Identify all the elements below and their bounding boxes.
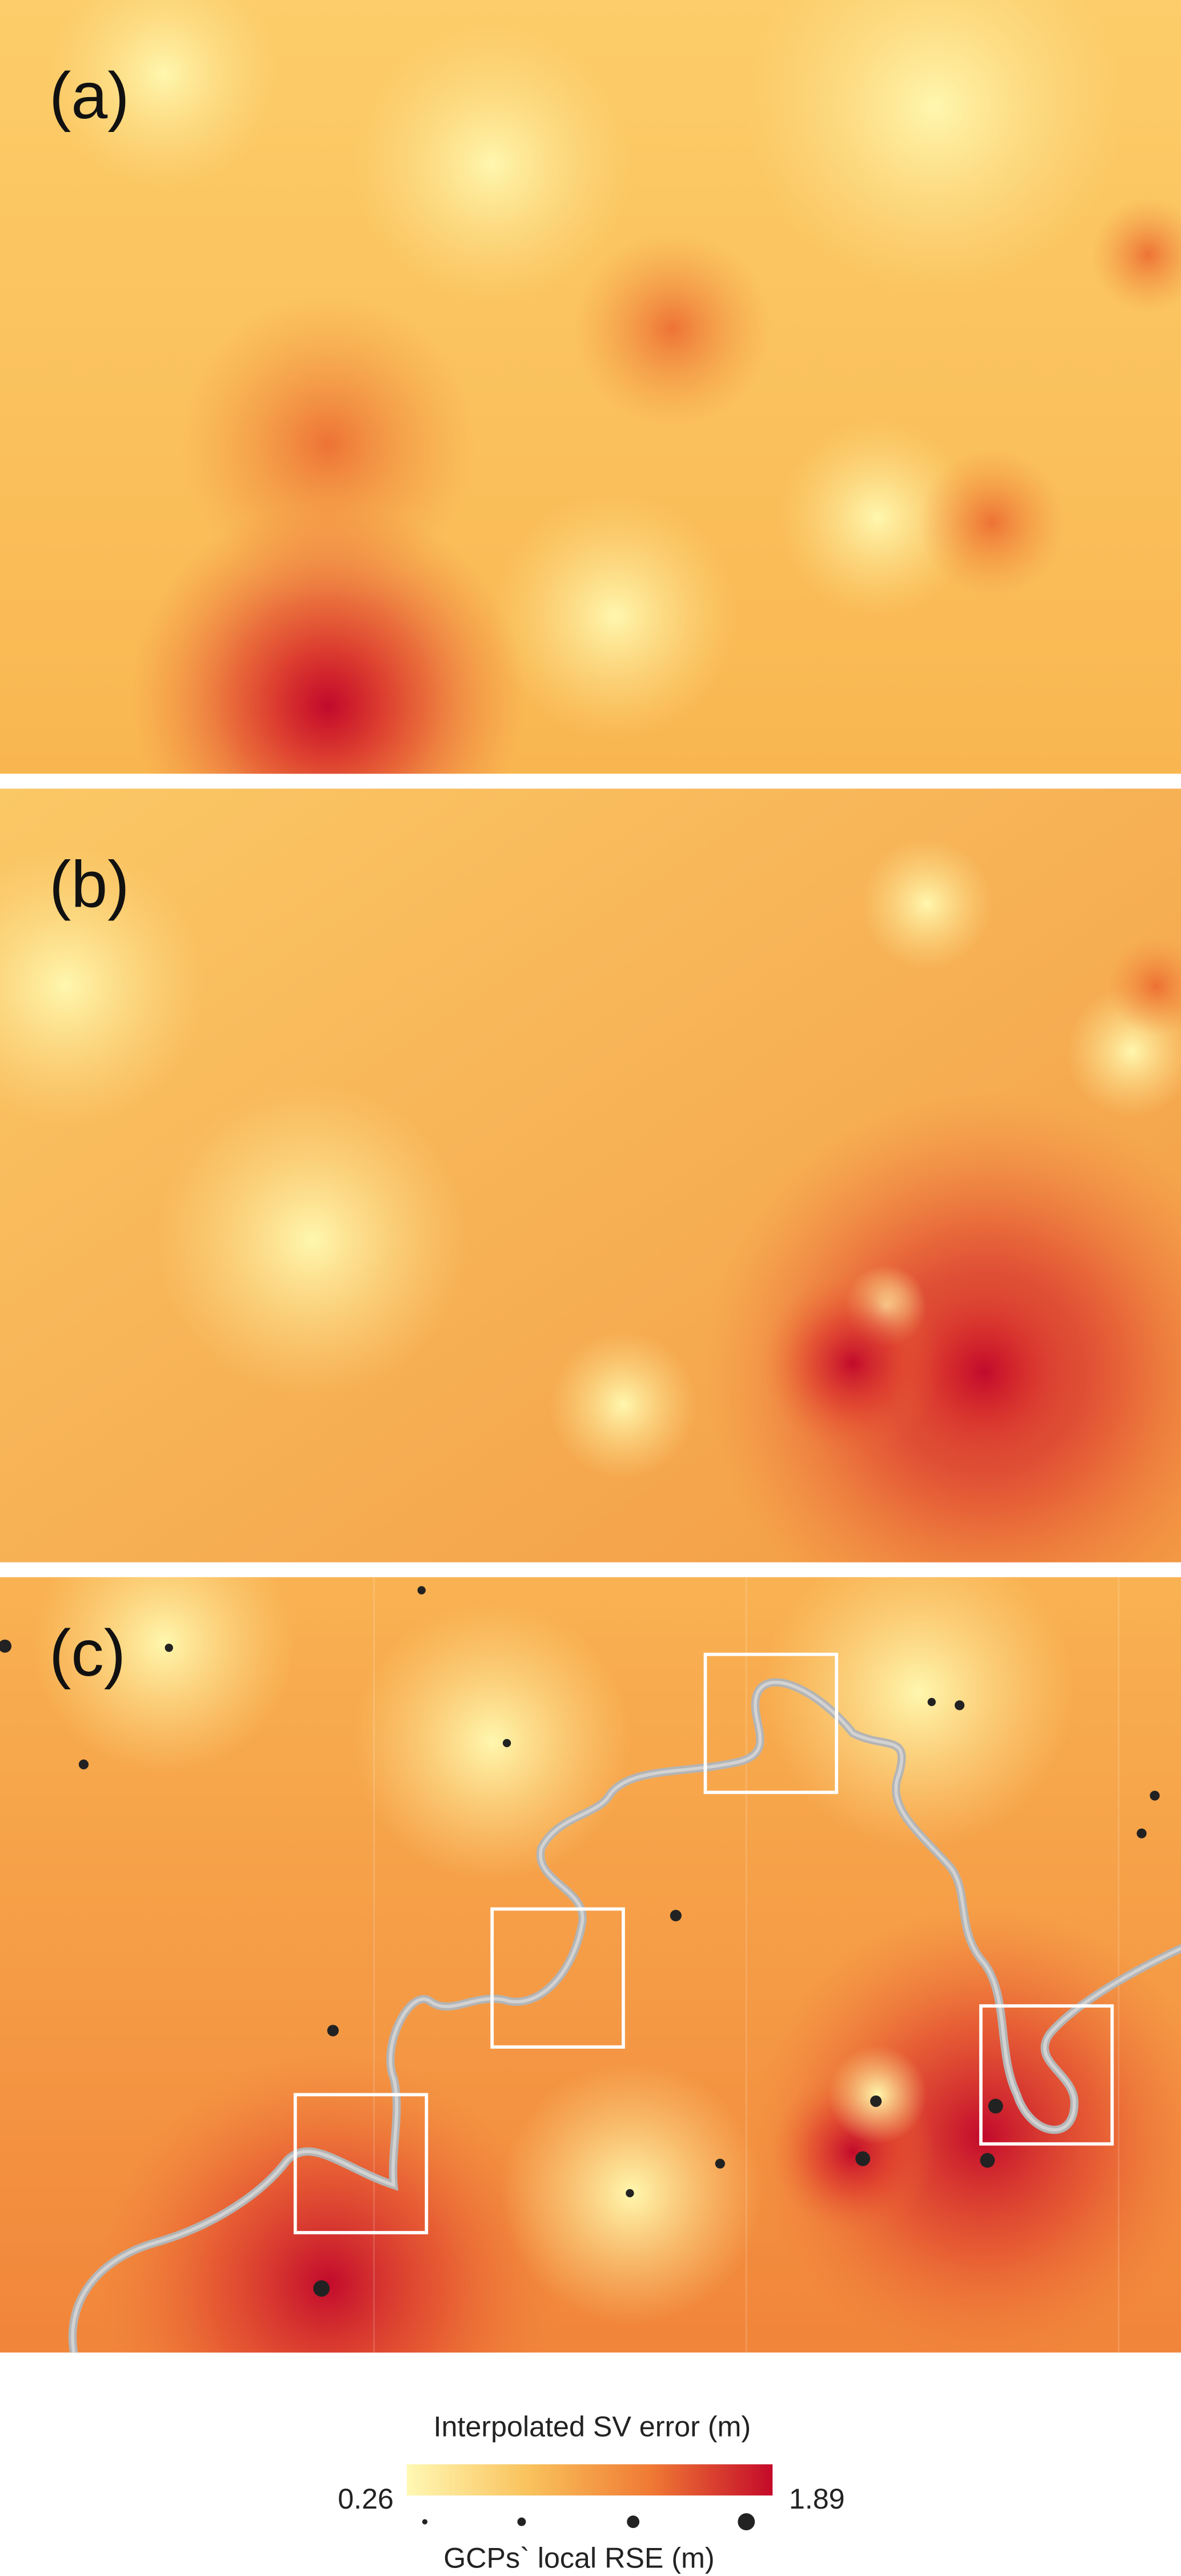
heat-blob <box>49 0 279 189</box>
gcp-point <box>927 1697 936 1706</box>
heat-blob <box>0 846 205 1125</box>
river-center <box>71 1680 1181 2353</box>
heat-blob <box>918 448 1067 596</box>
heat-blob <box>861 838 992 969</box>
gcp-point <box>715 2158 725 2169</box>
gcp-point <box>870 2095 882 2108</box>
gcp-point <box>626 2189 634 2198</box>
gcp-point <box>954 1700 965 1710</box>
heat-blob <box>886 1273 1083 1471</box>
colorbar-min: 0.26 <box>338 2482 394 2515</box>
size-key <box>422 2519 428 2525</box>
heat-blob <box>353 1601 632 1881</box>
heat-blob <box>353 25 632 304</box>
gcp-point <box>1150 1790 1160 1801</box>
gcp-point <box>313 2280 330 2297</box>
study-box <box>703 1652 838 1794</box>
gcp-point <box>165 1644 173 1652</box>
fill-legend-title: Interpolated SV error (m) <box>434 2410 751 2443</box>
gcp-point <box>78 1759 89 1770</box>
colorbar-max: 1.89 <box>789 2482 845 2515</box>
heat-blob <box>98 2053 558 2353</box>
gcp-point <box>502 1738 511 1748</box>
panel-label: (b) <box>49 848 129 921</box>
gcp-point <box>327 2025 339 2037</box>
gcp-point <box>417 1586 426 1595</box>
gcp-point <box>980 2153 995 2168</box>
heat-blob <box>213 591 443 774</box>
heat-blob <box>1107 936 1181 1035</box>
heat-blob <box>828 2045 927 2144</box>
heat-blob <box>763 1577 1075 1849</box>
size-key <box>517 2517 526 2526</box>
panel-label: (a) <box>49 59 129 133</box>
heat-blob <box>746 0 1124 296</box>
panel-a <box>0 0 1181 774</box>
heat-blob <box>549 1331 698 1479</box>
size-key <box>738 2513 755 2531</box>
panel-label: (c) <box>49 1617 126 1690</box>
size-legend-title: GCPs` local RSE (m) <box>443 2542 714 2574</box>
heat-blob <box>33 1577 295 1774</box>
heat-blob <box>779 419 976 616</box>
study-box <box>979 2004 1114 2146</box>
gcp-point <box>670 1909 682 1922</box>
heat-blob <box>155 1084 468 1397</box>
gcp-point <box>988 2098 1003 2114</box>
heat-blob <box>492 492 738 740</box>
study-box <box>490 1907 625 2049</box>
study-box <box>293 2093 429 2234</box>
panel-c <box>0 1577 1181 2353</box>
size-key <box>627 2515 640 2529</box>
gcp-point <box>1136 1828 1147 1838</box>
heat-blob <box>574 230 771 427</box>
gcp-point <box>0 1639 12 1653</box>
panel-b <box>0 788 1181 1563</box>
heat-blob <box>754 1905 1181 2353</box>
gcp-point <box>855 2151 870 2166</box>
colorbar <box>406 2464 773 2496</box>
heat-blob <box>1091 197 1181 313</box>
